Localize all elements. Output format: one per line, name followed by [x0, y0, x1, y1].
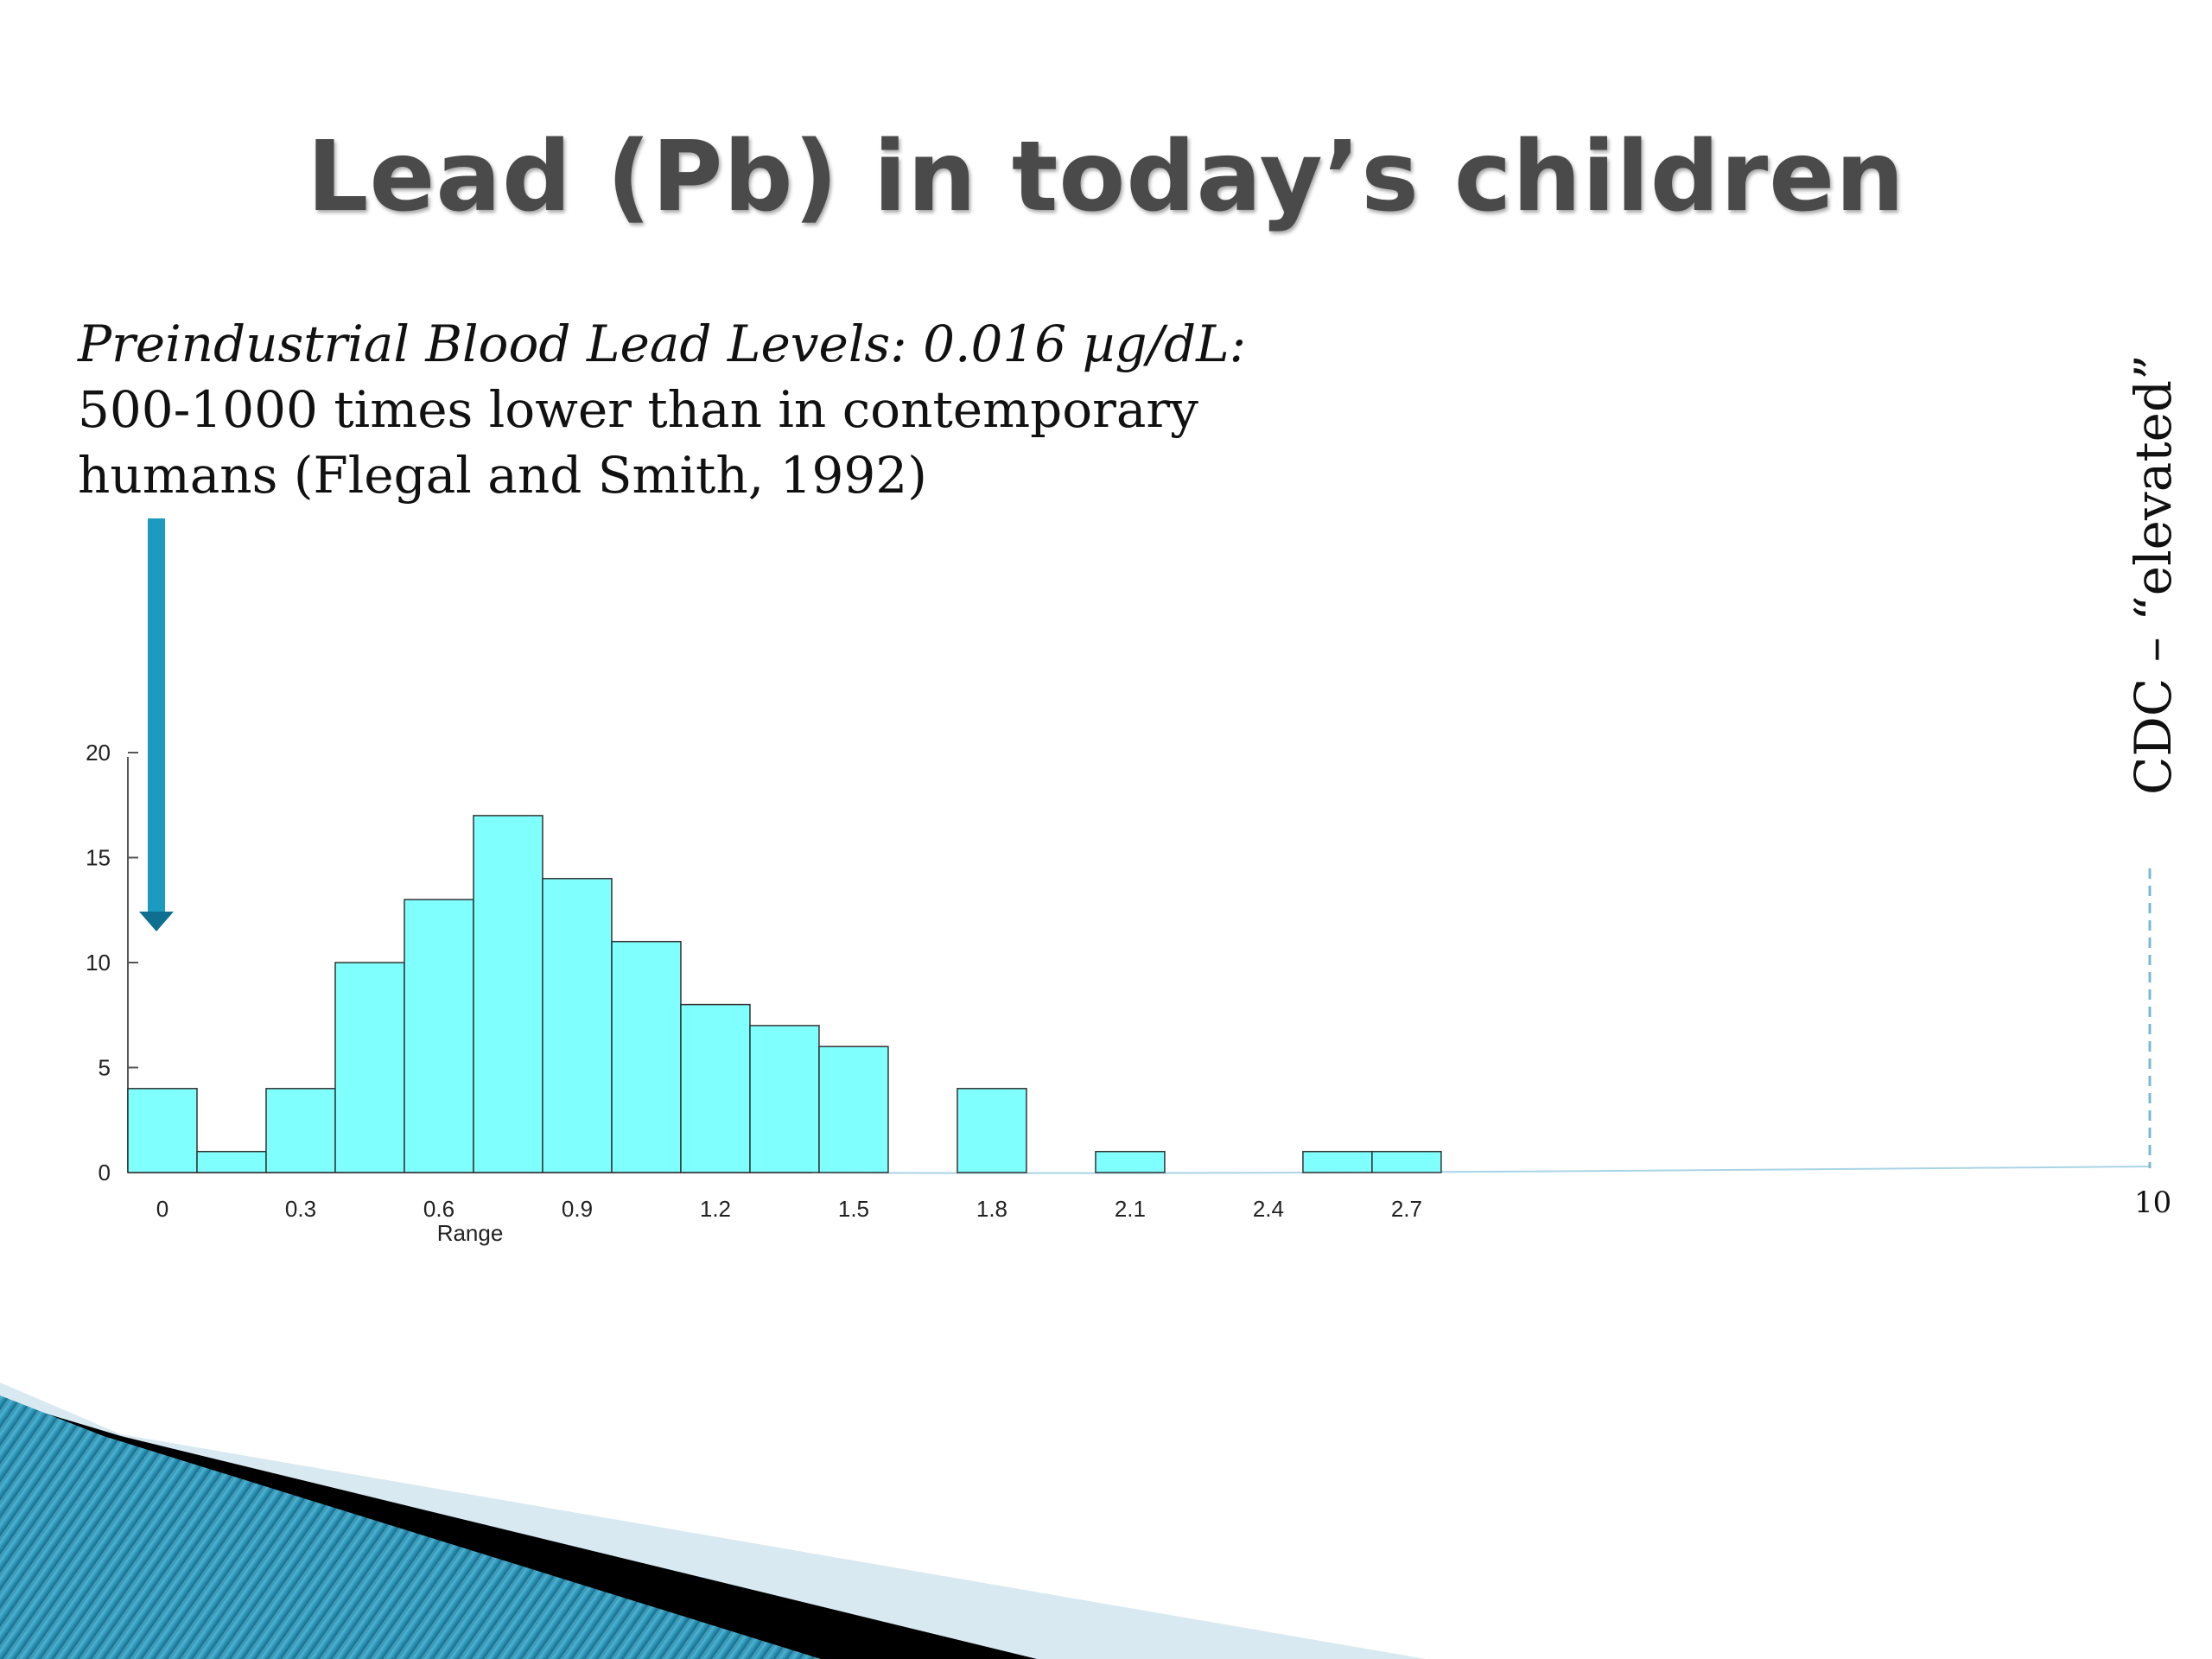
- cdc-elevated-label: CDC – “elevated”: [2124, 354, 2183, 795]
- x-tick-label: 1.2: [700, 1196, 731, 1222]
- x-tick-label: 2.1: [1115, 1196, 1146, 1222]
- x-tick-label: 0.6: [423, 1196, 454, 1222]
- histogram-bar: [749, 1025, 820, 1173]
- histogram-bar: [957, 1088, 1027, 1173]
- x-axis-label: Range: [437, 1220, 504, 1246]
- histogram-bar: [196, 1150, 267, 1173]
- x-tick-label: 2.7: [1391, 1196, 1422, 1222]
- decorative-swoosh: [0, 1382, 1426, 1659]
- histogram-bar: [680, 1003, 751, 1173]
- histogram-bar: [1371, 1150, 1442, 1173]
- x-tick-far-label: 10: [2134, 1185, 2172, 1220]
- y-tick-label: 5: [99, 1055, 111, 1081]
- x-axis-extension: [811, 1166, 2151, 1174]
- citation-text: humans (Flegal and Smith, 1992): [78, 446, 927, 505]
- histogram-bar: [611, 940, 682, 1173]
- x-tick-label: 0.9: [562, 1196, 593, 1222]
- histogram-bar: [404, 899, 474, 1173]
- histogram-bar: [1302, 1150, 1373, 1173]
- histogram-bar: [473, 815, 543, 1173]
- intro-text: Preindustrial Blood Lead Levels: 0.016 µ…: [78, 311, 1287, 508]
- histogram-bars: [127, 815, 1442, 1173]
- x-ticks: 0 0.3 0.6 0.9 1.2 1.5 1.8 2.1 2.4 2.7: [156, 1196, 1422, 1222]
- x-tick-label: 0.3: [285, 1196, 316, 1222]
- x-tick-label: 2.4: [1253, 1196, 1284, 1222]
- histogram-bar: [542, 878, 613, 1173]
- y-tick-label: 20: [86, 740, 111, 766]
- preindustrial-arrow: [139, 518, 174, 931]
- x-tick-label: 1.5: [838, 1196, 869, 1222]
- histogram-bar: [1095, 1150, 1166, 1173]
- y-tick-label: 15: [86, 845, 111, 871]
- y-tick-label: 10: [86, 950, 111, 976]
- y-tick-label: 0: [99, 1160, 111, 1185]
- comparison-text: 500-1000 times lower than in contemporar…: [78, 380, 1198, 439]
- histogram-bar: [265, 1088, 336, 1173]
- preindustrial-level-text: Preindustrial Blood Lead Levels: 0.016 µ…: [78, 315, 1247, 373]
- histogram-bar: [127, 1088, 198, 1173]
- histogram-bar: [818, 1046, 889, 1173]
- x-tick-label: 1.8: [976, 1196, 1007, 1222]
- slide-title: Lead (Pb) in today’s children: [307, 121, 1905, 233]
- x-tick-label: 0: [156, 1196, 168, 1222]
- histogram-bar: [334, 962, 405, 1173]
